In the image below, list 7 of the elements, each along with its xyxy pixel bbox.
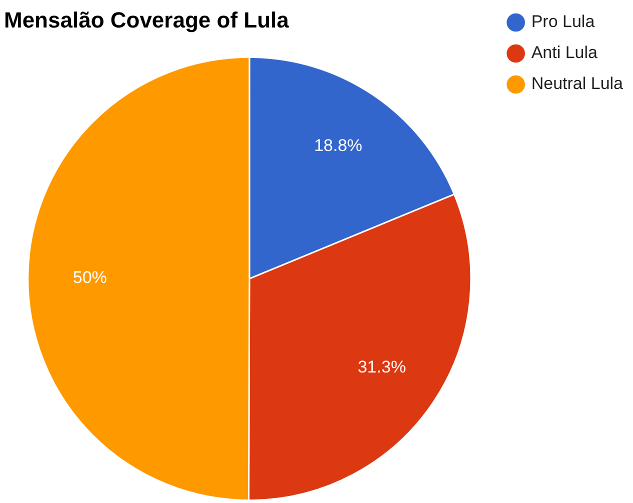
chart-title: Mensalão Coverage of Lula [4,7,290,32]
data-label: 50% [72,268,107,288]
legend-label: Pro Lula [531,12,596,32]
legend-label: Neutral Lula [531,74,624,94]
data-label: 31.3% [358,357,406,376]
data-label: 18.8% [314,136,362,155]
legend-label: Anti Lula [531,43,598,62]
